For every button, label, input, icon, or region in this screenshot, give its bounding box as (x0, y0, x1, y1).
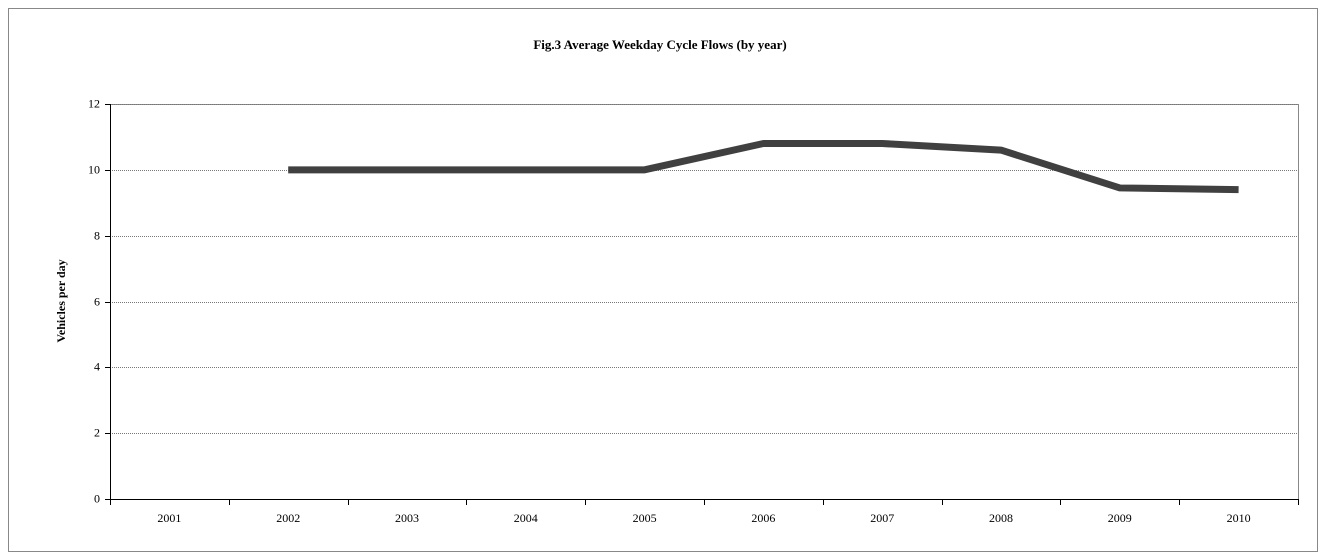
y-tick-label: 6 (94, 294, 100, 308)
y-axis-label: Vehicles per day (54, 259, 68, 342)
y-tick-label: 10 (88, 162, 100, 176)
x-tick-label: 2005 (633, 511, 657, 525)
data-line (288, 140, 1239, 194)
chart-title: Fig.3 Average Weekday Cycle Flows (by ye… (533, 37, 786, 52)
y-tick-label: 12 (88, 96, 100, 110)
y-tick-label: 4 (94, 359, 100, 373)
x-tick-label: 2009 (1108, 511, 1132, 525)
x-tick-label: 2006 (751, 511, 775, 525)
y-tick-label: 8 (94, 228, 100, 242)
x-tick-label: 2008 (989, 511, 1013, 525)
y-tick-label: 0 (94, 491, 100, 505)
x-tick-label: 2002 (276, 511, 300, 525)
x-tick-label: 2004 (514, 511, 538, 525)
chart-border (8, 8, 1318, 552)
x-tick-label: 2007 (870, 511, 894, 525)
x-tick-label: 2003 (395, 511, 419, 525)
x-tick-label: 2001 (157, 511, 181, 525)
x-tick-label: 2010 (1227, 511, 1251, 525)
y-tick-label: 2 (94, 425, 100, 439)
